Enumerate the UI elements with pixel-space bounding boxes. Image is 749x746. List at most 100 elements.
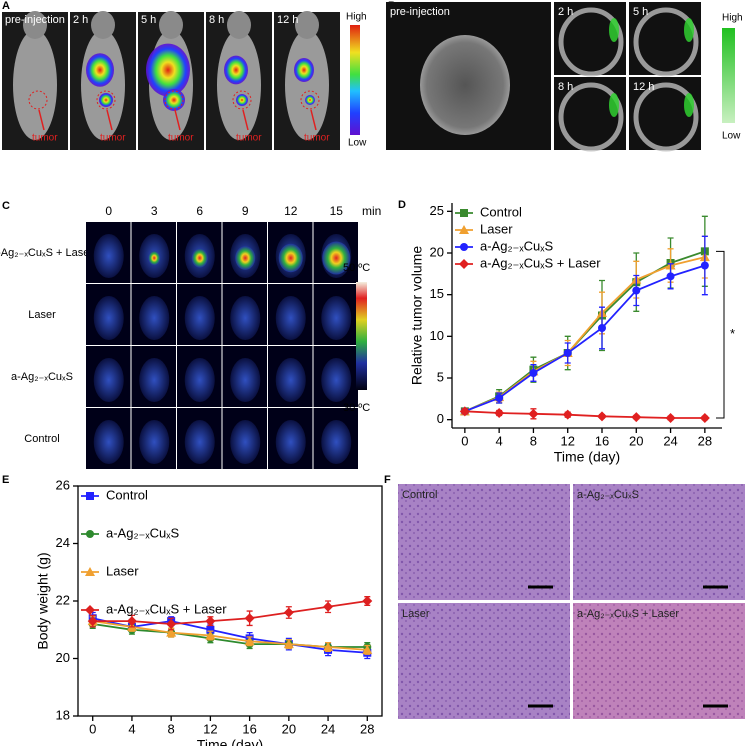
ct-head	[633, 7, 699, 77]
fluorescence	[86, 53, 114, 87]
frame-label: 5 h	[633, 6, 648, 18]
series-line	[464, 410, 705, 419]
time-label: 0	[105, 204, 112, 218]
data-point	[126, 616, 137, 627]
ct-head	[558, 7, 624, 77]
frame-label: 2 h	[558, 6, 573, 18]
image-label: a-Ag₂₋ₓCuₓS + Laser	[577, 608, 679, 620]
data-point	[87, 616, 98, 627]
legend-label: Laser	[106, 563, 139, 578]
data-point	[323, 601, 334, 612]
mouse-thermal	[139, 296, 170, 340]
mouse-head	[23, 11, 47, 39]
histology-tint	[398, 603, 570, 719]
mouse-thermal	[230, 420, 261, 464]
y-tick-label: 20	[430, 244, 444, 259]
y-tick-label: 25	[430, 203, 444, 218]
legend-marker	[85, 605, 95, 615]
time-label: 3	[151, 204, 158, 218]
legend-label: a-Ag₂₋ₓCuₓS	[106, 525, 180, 540]
fluorescence	[294, 58, 314, 82]
data-point	[166, 619, 177, 629]
legend-marker	[460, 209, 468, 217]
y-tick-label: 15	[430, 286, 444, 301]
image-label: Control	[402, 489, 437, 501]
legend-marker	[85, 567, 95, 576]
scale-low: Low	[722, 131, 741, 142]
data-point	[459, 406, 470, 417]
legend-label: a-Ag₂₋ₓCuₓS	[480, 238, 554, 253]
data-point	[666, 272, 675, 281]
mouse	[13, 30, 57, 140]
x-tick-label: 20	[629, 433, 643, 448]
mouse-thermal	[139, 420, 170, 464]
tumor-arrow	[242, 109, 249, 131]
histology-tint	[573, 484, 745, 600]
y-tick-label: 26	[56, 477, 70, 492]
y-tick-label: 20	[56, 650, 70, 665]
mouse-thermal	[321, 420, 352, 464]
frame-label: 8 h	[209, 14, 224, 26]
panel-letter: E	[2, 474, 9, 486]
signal	[609, 18, 619, 42]
series-line	[92, 620, 368, 651]
mouse-head	[91, 11, 115, 39]
scale-high: High	[346, 12, 367, 23]
fluorescence	[99, 93, 113, 107]
data-point	[529, 369, 538, 377]
time-label: 6	[196, 204, 203, 218]
mouse-thermal	[230, 296, 261, 340]
x-tick-label: 0	[461, 433, 468, 448]
legend-marker	[460, 243, 468, 251]
frame-label: 8 h	[558, 81, 573, 93]
tumor-arrow	[106, 109, 113, 131]
x-tick-label: 24	[663, 433, 677, 448]
signal	[609, 93, 619, 117]
legend-marker	[86, 492, 94, 500]
mouse-thermal	[230, 358, 261, 402]
tumor-label: tumor	[304, 133, 330, 144]
x-tick-label: 12	[203, 721, 217, 736]
time-unit: min	[362, 204, 381, 218]
histology-image	[573, 484, 745, 600]
data-point	[283, 639, 294, 649]
tumor-arrow	[174, 109, 181, 131]
mouse-thermal	[321, 358, 352, 402]
row-label: Control	[24, 433, 59, 445]
row-label: a-Ag₂₋ₓCuₓS	[11, 371, 73, 383]
data-point	[244, 613, 255, 624]
legend-marker	[459, 225, 469, 234]
y-tick-label: 0	[437, 411, 444, 426]
y-axis-label: Relative tumor volume	[409, 246, 425, 385]
mouse-head	[227, 11, 251, 39]
data-point	[598, 324, 606, 332]
histology-image	[573, 603, 745, 719]
tumor-circle	[28, 90, 48, 110]
signal	[684, 93, 694, 117]
x-tick-label: 4	[128, 721, 135, 736]
scale-low: Low	[348, 138, 367, 149]
hot-spot	[322, 241, 351, 275]
data-point	[244, 636, 255, 646]
mouse-head	[295, 11, 319, 39]
x-tick-label: 12	[560, 433, 574, 448]
mouse-thermal	[93, 420, 124, 464]
image-label: Laser	[402, 608, 430, 620]
tumor-label: tumor	[32, 133, 58, 144]
time-label: 12	[284, 204, 298, 218]
panel-letter: A	[2, 0, 10, 12]
hot-spot	[148, 250, 161, 266]
legend-label: Laser	[480, 221, 513, 236]
y-tick-label: 5	[437, 369, 444, 384]
fluorescence	[224, 55, 248, 85]
legend-marker	[459, 259, 469, 269]
ct-head	[633, 82, 699, 152]
series-line	[92, 617, 368, 654]
mouse-thermal	[93, 358, 124, 402]
mouse-thermal	[321, 296, 352, 340]
time-label: 9	[242, 204, 249, 218]
y-tick-label: 24	[56, 535, 70, 550]
series-line	[464, 264, 706, 413]
x-tick-label: 16	[595, 433, 609, 448]
histology-image	[398, 484, 570, 600]
